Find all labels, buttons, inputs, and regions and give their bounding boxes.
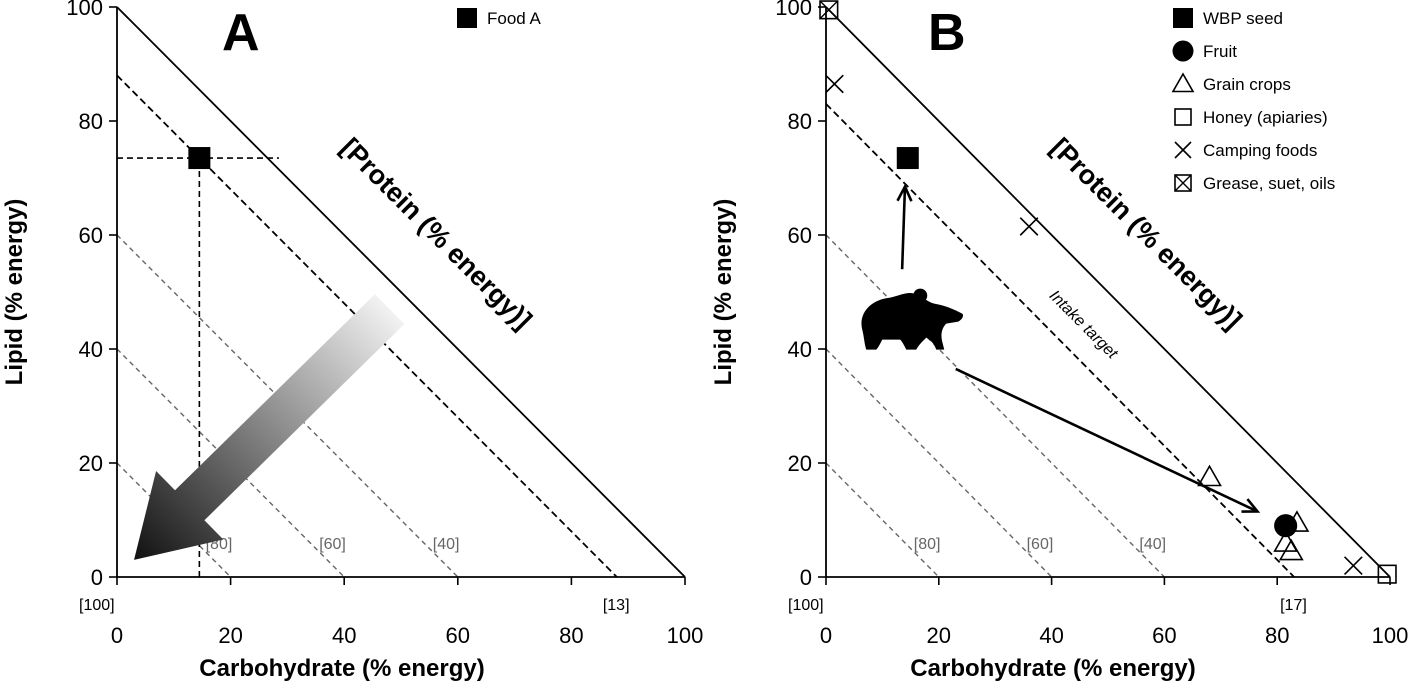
x-tick-label: 100 [1372,623,1409,648]
shift-arrow [955,367,1261,513]
panel-a-marks [117,147,405,577]
camping-foods-point [1019,217,1039,236]
panel-a-y-axis-label: Lipid (% energy) [1,199,28,386]
grain-crops-point [1278,538,1304,561]
panel-b-letter: B [928,4,966,62]
gradient-arrow [134,294,405,560]
protein-zero-hypotenuse [116,6,686,578]
legend-item-label: Camping foods [1203,141,1317,160]
legend-item-label: Food A [487,9,542,28]
y-tick-label: 60 [788,223,812,248]
panel-b-axes [818,6,1391,585]
panel-b-y-axis-label: Lipid (% energy) [710,199,737,386]
food-a-point [188,147,211,170]
panel-a: A [80] [60] [40][13][100] 0 20 40 60 80 1000204… [1,0,703,682]
panel-a-axes [109,6,686,585]
target-isoline-label: [17] [1280,597,1307,614]
x-tick-label: 0 [820,623,832,648]
panel-b-x-axis-label: Carbohydrate (% energy) [910,655,1195,682]
bear-icon [861,288,964,350]
intake-target-isoline [825,103,1295,578]
y-tick-label: 40 [788,337,812,362]
x-tick-label: 0 [111,623,123,648]
protein-isoline-label: [60] [319,536,346,553]
x-tick-label: 20 [927,623,951,648]
legend-item-label: Grain crops [1203,75,1291,94]
panel-a-letter: A [222,4,260,62]
y-tick-label: 0 [800,565,812,590]
wbp-seed-point [896,147,919,170]
protein-isoline [825,234,1165,578]
protein-isoline-label: [40] [433,536,460,553]
protein-corner-label: [100] [79,597,115,614]
x-tick-label: 60 [1152,623,1176,648]
y-tick-label: 100 [66,0,103,20]
y-tick-label: 0 [91,565,103,590]
y-tick-label: 20 [788,451,812,476]
legend-marker [1172,40,1194,62]
camping-foods-point [825,74,844,94]
x-tick-label: 80 [559,623,583,648]
legend-item-label: Honey (apiaries) [1203,108,1328,127]
y-tick-label: 100 [775,0,812,20]
panel-a-legend: Food A [457,8,542,28]
legend-marker [1174,141,1192,159]
protein-isoline [825,462,940,578]
protein-isoline-label: [60] [1027,536,1054,553]
x-tick-label: 60 [446,623,470,648]
protein-zero-hypotenuse [825,6,1391,578]
grain-crops-point [1284,510,1310,532]
camping-foods-point [1343,556,1363,575]
target-isoline-label: [13] [603,597,630,614]
protein-isoline-label: [80] [914,536,941,553]
legend-item-label: Grease, suet, oils [1203,174,1335,193]
legend-marker [457,8,477,28]
panel-b: B [80] [60] [40] [17] [100] 0 20 40 60 80 100 0 20 4… [710,0,1408,682]
grease-suet-oils-point [819,0,839,20]
y-tick-label: 60 [79,223,103,248]
panel-b-legend: WBP seed Fruit Grain crops Honey (apiaries)… [1171,8,1335,193]
panel-a-tick-labels: 0 20 40 60 80 100 0 20 40 60 80 100 [66,0,703,648]
x-tick-label: 40 [332,623,356,648]
panel-a-x-axis-label: Carbohydrate (% energy) [199,655,484,682]
legend-marker [1174,108,1192,126]
panel-b-isolines: [80] [60] [40] [17] [100] [788,103,1307,614]
protein-corner-label: [100] [788,597,824,614]
honey-apiaries-point [1377,564,1397,584]
legend-marker [1173,8,1193,28]
panel-b-marks [819,0,1397,584]
y-tick-label: 40 [79,337,103,362]
panel-b-intake-target-label: Intake target [1046,287,1121,362]
y-tick-label: 80 [79,109,103,134]
legend-marker [1174,174,1192,192]
legend-item-label: WBP seed [1203,9,1283,28]
shift-arrow [896,183,913,270]
y-tick-label: 80 [788,109,812,134]
x-tick-label: 80 [1265,623,1289,648]
protein-isoline-label: [40] [1139,536,1166,553]
legend-marker [1171,72,1195,93]
legend-item-label: Fruit [1203,42,1237,61]
x-tick-label: 40 [1039,623,1063,648]
grain-crops-point [1197,464,1222,487]
x-tick-label: 100 [667,623,704,648]
x-tick-label: 20 [218,623,242,648]
panel-b-tick-labels: 0 20 40 60 80 100 0 20 40 60 80 100 [775,0,1408,648]
y-tick-label: 20 [79,451,103,476]
